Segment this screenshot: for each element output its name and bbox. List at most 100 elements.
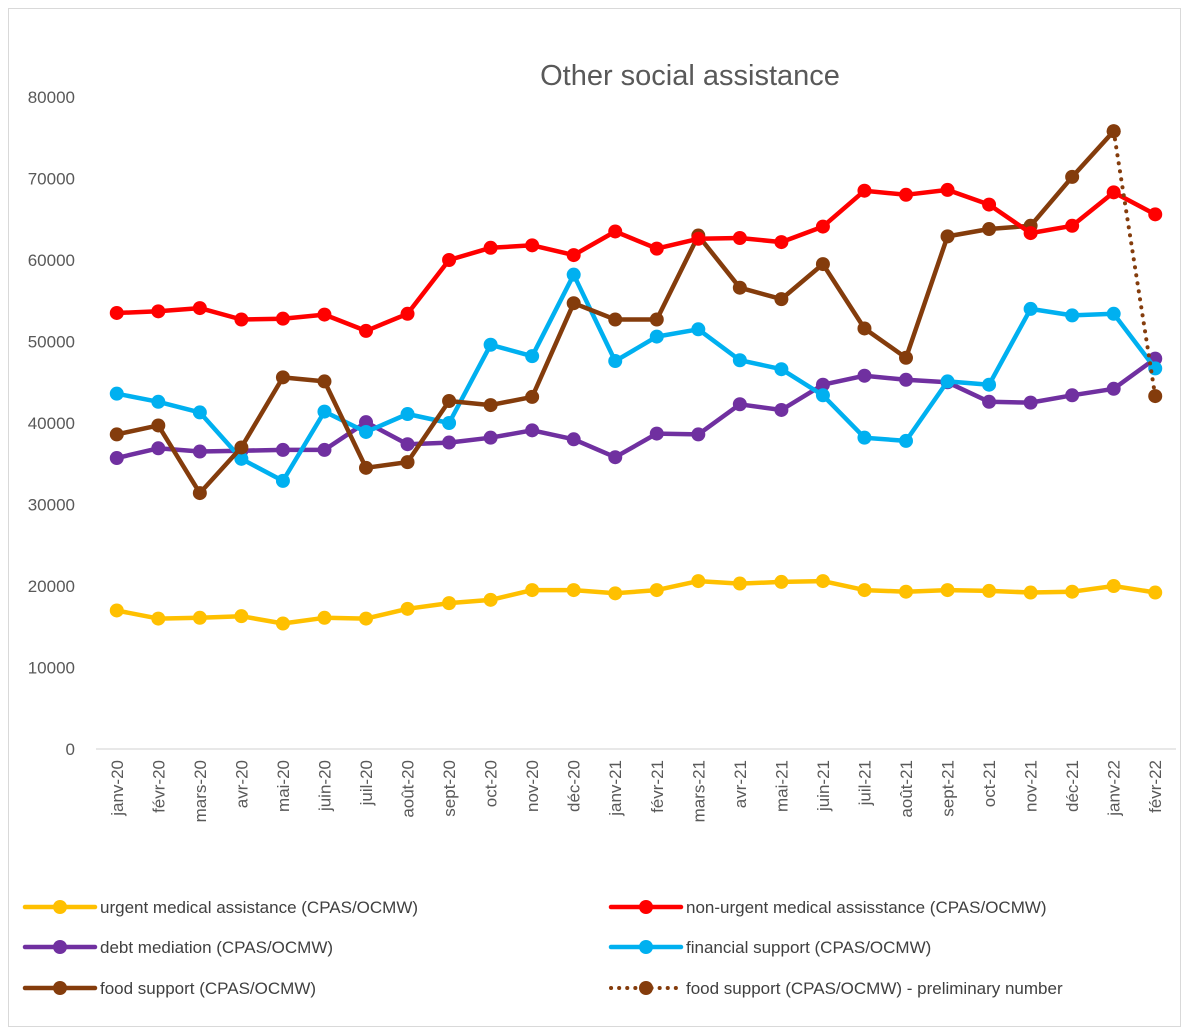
- legend-marker: [639, 900, 653, 914]
- data-point: [234, 609, 249, 624]
- data-point: [1065, 308, 1080, 323]
- data-point: [359, 611, 373, 626]
- data-point: [732, 576, 747, 591]
- data-point: [899, 372, 913, 387]
- x-tick-label: oct-20: [482, 760, 501, 807]
- data-point: [275, 311, 290, 326]
- data-point: [649, 426, 664, 441]
- data-point: [109, 305, 124, 320]
- data-point: [151, 304, 166, 319]
- data-point: [815, 257, 830, 272]
- data-point: [649, 312, 664, 327]
- data-point: [649, 583, 664, 598]
- chart-frame: [8, 8, 1181, 1027]
- data-point: [359, 323, 373, 338]
- data-point: [151, 418, 166, 433]
- data-point: [815, 574, 830, 589]
- data-point: [691, 427, 706, 442]
- legend-marker: [53, 940, 67, 954]
- data-point: [192, 486, 207, 501]
- data-point: [151, 611, 166, 626]
- data-point: [525, 423, 540, 438]
- data-point: [1148, 585, 1163, 600]
- data-point: [109, 451, 124, 466]
- data-point: [192, 405, 207, 420]
- legend-label: non-urgent medical assisstance (CPAS/OCM…: [686, 898, 1047, 917]
- data-point: [1065, 388, 1080, 403]
- data-point: [317, 374, 332, 389]
- data-point: [1106, 124, 1121, 139]
- y-tick-label: 80000: [28, 88, 75, 107]
- data-point: [982, 394, 997, 409]
- data-point: [608, 224, 623, 239]
- x-tick-label: janv-22: [1105, 760, 1124, 817]
- data-point: [1023, 301, 1038, 316]
- data-point: [774, 362, 789, 377]
- data-point: [1148, 389, 1163, 404]
- legend-label: debt mediation (CPAS/OCMW): [100, 938, 333, 957]
- data-point: [442, 416, 457, 430]
- data-point: [732, 230, 747, 245]
- data-point: [359, 424, 373, 439]
- legend-item: food support (CPAS/OCMW): [22, 979, 316, 998]
- data-point: [234, 451, 249, 466]
- data-point: [982, 222, 997, 237]
- legend-item: non-urgent medical assisstance (CPAS/OCM…: [608, 898, 1047, 917]
- series-line: [1111, 129, 1158, 399]
- data-point: [732, 353, 747, 368]
- series-4: [109, 267, 1163, 488]
- data-point: [982, 377, 997, 392]
- x-tick-label: mai-20: [274, 760, 293, 812]
- y-axis: 0 10000 20000 30000 40000 50000 60000 70000 8000…: [28, 88, 75, 759]
- data-point: [691, 322, 706, 337]
- data-point: [566, 267, 581, 282]
- x-tick-label: avr-20: [232, 760, 251, 808]
- data-point: [566, 432, 581, 447]
- data-point: [899, 584, 913, 599]
- series-line: [114, 356, 1158, 461]
- data-point: [234, 440, 249, 455]
- data-point: [940, 229, 955, 244]
- data-point: [192, 444, 207, 459]
- data-point: [1023, 585, 1038, 600]
- legend-marker: [53, 981, 67, 995]
- x-tick-label: févr-21: [648, 760, 667, 813]
- data-point: [1106, 381, 1121, 396]
- data-point: [774, 402, 789, 417]
- x-tick-label: sept-20: [440, 760, 459, 817]
- data-point: [483, 430, 498, 445]
- data-point: [732, 280, 747, 295]
- data-point: [857, 583, 872, 598]
- y-tick-label: 60000: [28, 251, 75, 270]
- data-point: [940, 374, 955, 389]
- x-axis: janv-20 févr-20 mars-20 avr-20 mai-20 juin-20…: [108, 760, 1165, 822]
- data-point: [442, 393, 457, 408]
- data-point: [608, 450, 623, 465]
- data-point: [774, 292, 789, 307]
- data-point: [483, 337, 498, 352]
- data-point: [732, 397, 747, 412]
- data-point: [982, 583, 997, 598]
- series-line: [114, 187, 1158, 334]
- data-point: [649, 241, 664, 256]
- x-tick-label: mars-21: [689, 760, 708, 822]
- data-point: [275, 370, 290, 385]
- data-point: [442, 253, 457, 267]
- series-6: [1106, 124, 1163, 404]
- data-point: [400, 455, 415, 470]
- data-point: [525, 389, 540, 404]
- x-tick-label: févr-22: [1146, 760, 1165, 813]
- data-point: [857, 183, 872, 198]
- data-point: [109, 386, 124, 401]
- data-point: [899, 187, 913, 202]
- legend-label: urgent medical assistance (CPAS/OCMW): [100, 898, 418, 917]
- data-point: [442, 596, 457, 611]
- x-tick-label: nov-20: [523, 760, 542, 812]
- y-tick-label: 20000: [28, 577, 75, 596]
- data-point: [1065, 584, 1080, 599]
- data-point: [608, 312, 623, 327]
- data-point: [857, 368, 872, 383]
- data-point: [192, 610, 207, 625]
- data-point: [525, 238, 540, 253]
- x-tick-label: août-21: [897, 760, 916, 818]
